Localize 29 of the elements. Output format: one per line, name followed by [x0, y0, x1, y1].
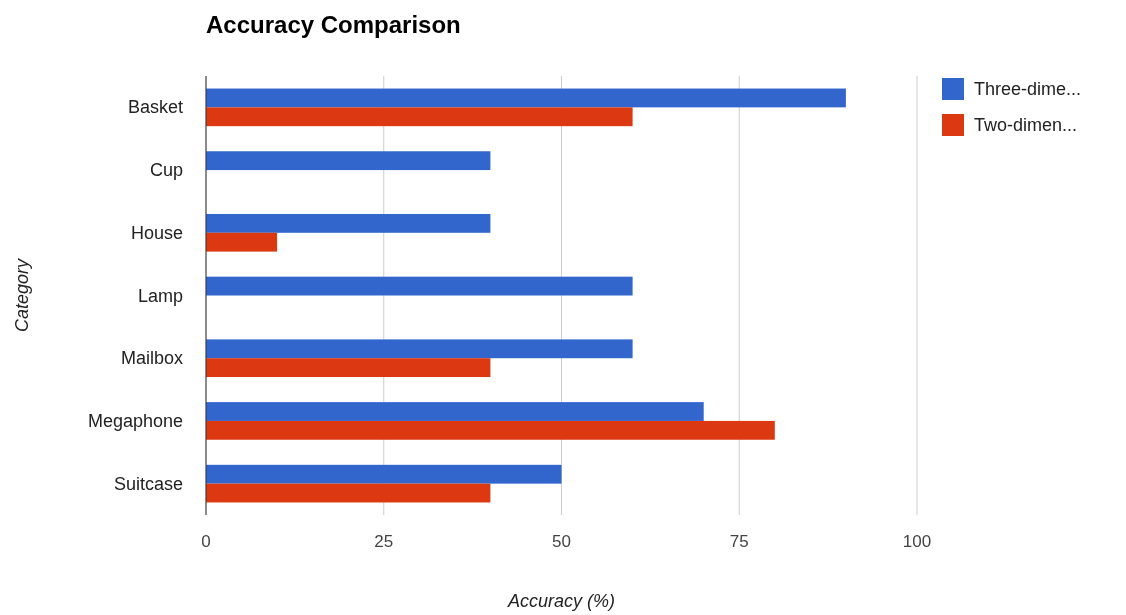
y-tick-label: Megaphone [87, 410, 183, 431]
y-tick-label: House [130, 222, 183, 243]
bar [206, 402, 704, 421]
x-tick-label: 25 [374, 532, 394, 551]
y-tick-label: Lamp [137, 285, 183, 306]
bar [206, 464, 562, 484]
x-tick-label: 75 [729, 532, 749, 551]
bar [206, 151, 491, 171]
y-tick-label: Mailbox [120, 348, 183, 369]
bar [206, 232, 278, 252]
bar [206, 88, 846, 108]
bar [206, 358, 491, 378]
chart-title: Accuracy Comparison [206, 11, 461, 38]
y-tick-label: Suitcase [113, 473, 183, 494]
x-axis-title: Accuracy (%) [506, 591, 616, 611]
bar [206, 107, 633, 127]
bar [206, 339, 633, 359]
y-tick-label: Basket [127, 97, 183, 118]
bar [206, 420, 775, 440]
x-tick-label: 50 [552, 532, 571, 551]
bar [206, 276, 633, 296]
bar [206, 213, 491, 233]
y-tick-label: Cup [149, 160, 183, 181]
x-tick-label: 100 [902, 532, 932, 551]
y-axis-title: Category [12, 257, 32, 333]
legend-label: Three-dime... [974, 79, 1082, 99]
bar [206, 483, 491, 503]
x-tick-label: 0 [201, 532, 211, 551]
legend-label: Two-dimen... [974, 115, 1078, 135]
